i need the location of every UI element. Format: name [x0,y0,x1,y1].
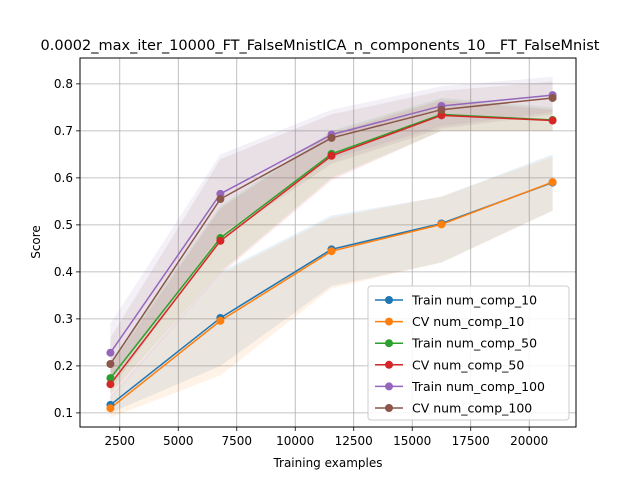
data-point [216,316,225,325]
chart-title: 0.0002_max_iter_10000_FT_FalseMnistICA_n… [41,38,600,54]
legend-box [367,285,570,421]
x-tick-label: 5000 [163,434,194,448]
band-cv-num_comp_50 [110,100,553,399]
y-tick-label: 0.4 [54,265,73,279]
legend: Train num_comp_10 CV num_comp_10 Train num… [367,285,570,421]
data-point [106,360,115,369]
y-tick-label: 0.8 [54,77,73,91]
x-tick-label: 12500 [335,434,373,448]
x-tick-label: 7500 [221,434,252,448]
legend-label: CV num_comp_100 [412,401,532,416]
band-train-num_comp_10 [110,154,553,413]
y-axis-ticks: 0.1 0.2 0.3 0.4 0.5 0.6 0.7 0.8 [54,77,80,420]
x-tick-label: 2500 [105,434,136,448]
y-tick-label: 0.3 [54,312,73,326]
data-point [548,116,557,125]
x-tick-label: 15000 [393,434,431,448]
x-tick-label: 17500 [452,434,490,448]
data-point [106,404,115,413]
legend-label: CV num_comp_50 [412,357,524,372]
series-points [106,91,557,413]
data-point [437,105,446,114]
x-tick-label: 20000 [510,434,548,448]
data-point [106,348,115,357]
data-point [548,178,557,187]
data-point [327,247,336,256]
legend-marker [385,339,393,348]
legend-marker [385,382,393,391]
y-tick-label: 0.1 [54,406,73,420]
legend-marker [385,296,393,304]
y-tick-label: 0.7 [54,124,73,138]
legend-label: CV num_comp_10 [412,314,524,329]
data-point [437,220,446,229]
x-axis-ticks: 2500 5000 7500 10000 12500 15000 17500 20000 [105,427,548,448]
data-point [327,151,336,160]
legend-marker [385,317,393,326]
y-axis-label: Score [29,225,43,259]
data-point [437,111,446,120]
data-point [106,374,115,383]
legend-marker [385,360,393,369]
data-point [216,195,225,204]
x-axis-label: Training examples [272,456,382,470]
plot-frame [79,57,577,428]
data-point [548,93,557,102]
data-point [327,133,336,142]
data-point [216,236,225,245]
band-cv-num_comp_100 [110,81,553,390]
legend-label: Train num_comp_100 [411,379,545,394]
y-tick-label: 0.6 [54,171,73,185]
legend-marker [385,404,393,412]
legend-label: Train num_comp_50 [411,336,537,351]
y-tick-label: 0.2 [54,359,73,373]
data-point [106,380,115,389]
x-tick-label: 10000 [276,434,314,448]
legend-label: Train num_comp_10 [411,293,537,308]
y-tick-label: 0.5 [54,218,73,232]
